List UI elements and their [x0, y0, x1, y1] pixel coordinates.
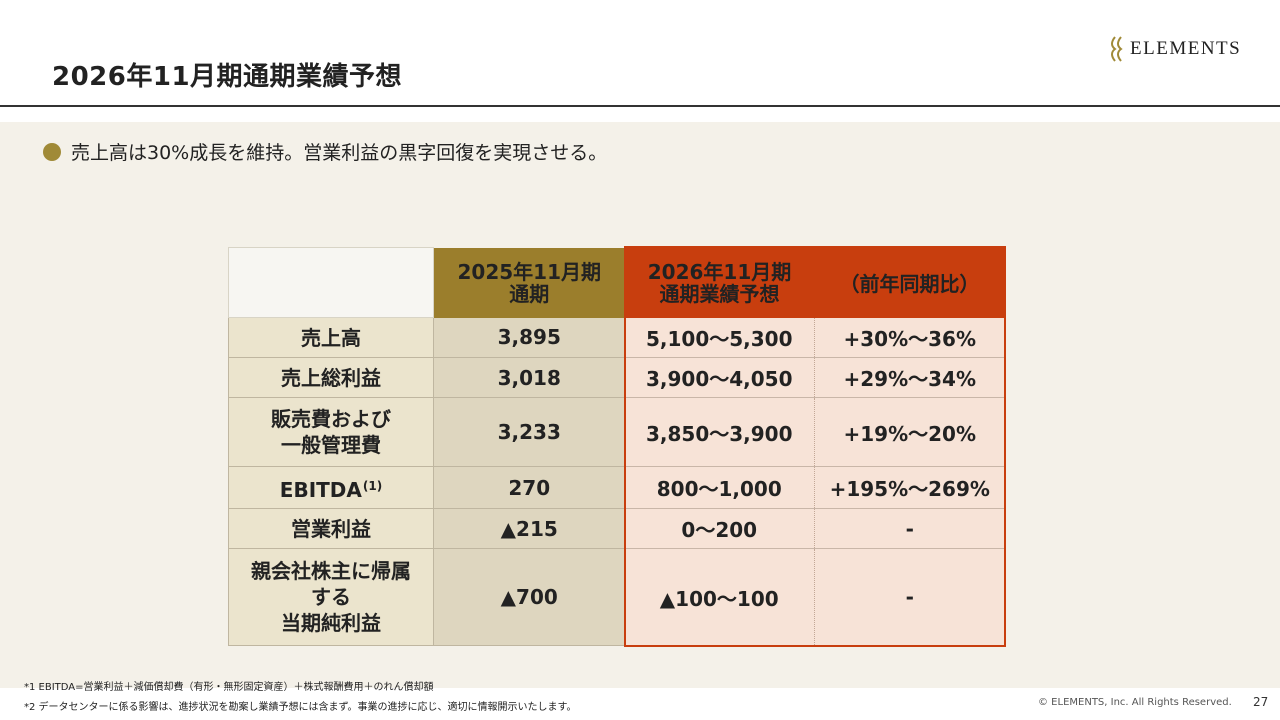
value-yoy: +195%～269% [814, 466, 1005, 509]
row-label-text: 営業利益 [291, 516, 371, 541]
row-label-text: 売上総利益 [281, 365, 381, 390]
row-label: 営業利益 [228, 508, 434, 549]
row-label-text: 販売費および [271, 407, 391, 431]
header-blank-cell [228, 247, 434, 318]
value-yoy: - [814, 548, 1005, 646]
value-fy2026: 800～1,000 [624, 466, 815, 509]
row-label-text: する [311, 585, 351, 609]
row-label: EBITDA(1) [228, 466, 434, 509]
page-number: 27 [1253, 695, 1269, 709]
row-label: 販売費および 一般管理費 [228, 397, 434, 467]
header-divider [0, 105, 1280, 107]
value-fy2025: 3,233 [433, 397, 625, 467]
footnotes: *1 EBITDA=営業利益＋減価償却費（有形・無形固定資産）＋株式報酬費用＋の… [24, 678, 577, 718]
value-fy2025: 270 [433, 466, 625, 509]
value-fy2025: ▲215 [433, 508, 625, 549]
page-title: 2026年11月期通期業績予想 [52, 62, 403, 92]
row-label-text: 親会社株主に帰属 [251, 559, 411, 583]
table-row: 営業利益 ▲215 0～200 - [228, 508, 1005, 549]
row-label: 親会社株主に帰属 する 当期純利益 [228, 548, 434, 646]
row-label: 売上高 [228, 317, 434, 358]
table-row: 売上総利益 3,018 3,900～4,050 +29%～34% [228, 357, 1005, 398]
header-yoy: （前年同期比） [814, 247, 1005, 318]
footnote-1: *1 EBITDA=営業利益＋減価償却費（有形・無形固定資産）＋株式報酬費用＋の… [24, 682, 434, 693]
row-label: 売上総利益 [228, 357, 434, 398]
header-fy2026-line2: 通期業績予想 [659, 281, 780, 306]
table-row: EBITDA(1) 270 800～1,000 +195%～269% [228, 466, 1005, 509]
value-fy2026: 0～200 [624, 508, 815, 549]
header-fy2026-line1: 2026年11月期 [647, 259, 792, 284]
slide-header: 2026年11月期通期業績予想 ELEMENTS [0, 0, 1280, 107]
table-header-row: 2025年11月期 通期 2026年11月期 通期業績予想 （前年同期比） [228, 247, 1005, 318]
header-fy2026-forecast: 2026年11月期 通期業績予想 [624, 247, 815, 318]
value-yoy: - [814, 508, 1005, 549]
value-fy2026: 3,900～4,050 [624, 357, 815, 398]
row-label-text: 売上高 [301, 325, 361, 350]
copyright: © ELEMENTS, Inc. All Rights Reserved. [1038, 697, 1232, 708]
value-fy2025: 3,895 [433, 317, 625, 358]
company-logo: ELEMENTS [1110, 36, 1241, 62]
value-fy2025: 3,018 [433, 357, 625, 398]
value-yoy: +30%～36% [814, 317, 1005, 358]
value-yoy: +19%～20% [814, 397, 1005, 467]
header-fy2025: 2025年11月期 通期 [433, 247, 625, 318]
summary-text: 売上高は30%成長を維持。営業利益の黒字回復を実現させる。 [71, 142, 608, 164]
summary-bullet: 売上高は30%成長を維持。営業利益の黒字回復を実現させる。 [43, 138, 607, 165]
logo-mark-icon [1111, 36, 1123, 62]
table-row: 販売費および 一般管理費 3,233 3,850～3,900 +19%～20% [228, 397, 1005, 467]
row-label-text: 当期純利益 [281, 611, 381, 635]
footnote-ref: (1) [362, 478, 383, 493]
header-fy2025-line2: 通期 [509, 281, 550, 306]
row-label-text: 一般管理費 [281, 433, 381, 457]
logo-text: ELEMENTS [1130, 38, 1242, 59]
bullet-dot-icon [43, 142, 61, 161]
footnote-2: *2 データセンターに係る影響は、進捗状況を勘案し業績予想には含まず。事業の進捗… [24, 702, 577, 713]
header-fy2025-line1: 2025年11月期 [457, 259, 602, 284]
value-yoy: +29%～34% [814, 357, 1005, 398]
value-fy2026: 5,100～5,300 [624, 317, 815, 358]
value-fy2026: 3,850～3,900 [624, 397, 815, 467]
value-fy2025: ▲700 [433, 548, 625, 646]
forecast-table: 2025年11月期 通期 2026年11月期 通期業績予想 （前年同期比） 売上… [228, 247, 1005, 646]
row-label-text: EBITDA [279, 477, 362, 502]
table-row: 親会社株主に帰属 する 当期純利益 ▲700 ▲100～100 - [228, 548, 1005, 646]
value-fy2026: ▲100～100 [624, 548, 815, 646]
table-row: 売上高 3,895 5,100～5,300 +30%～36% [228, 317, 1005, 358]
